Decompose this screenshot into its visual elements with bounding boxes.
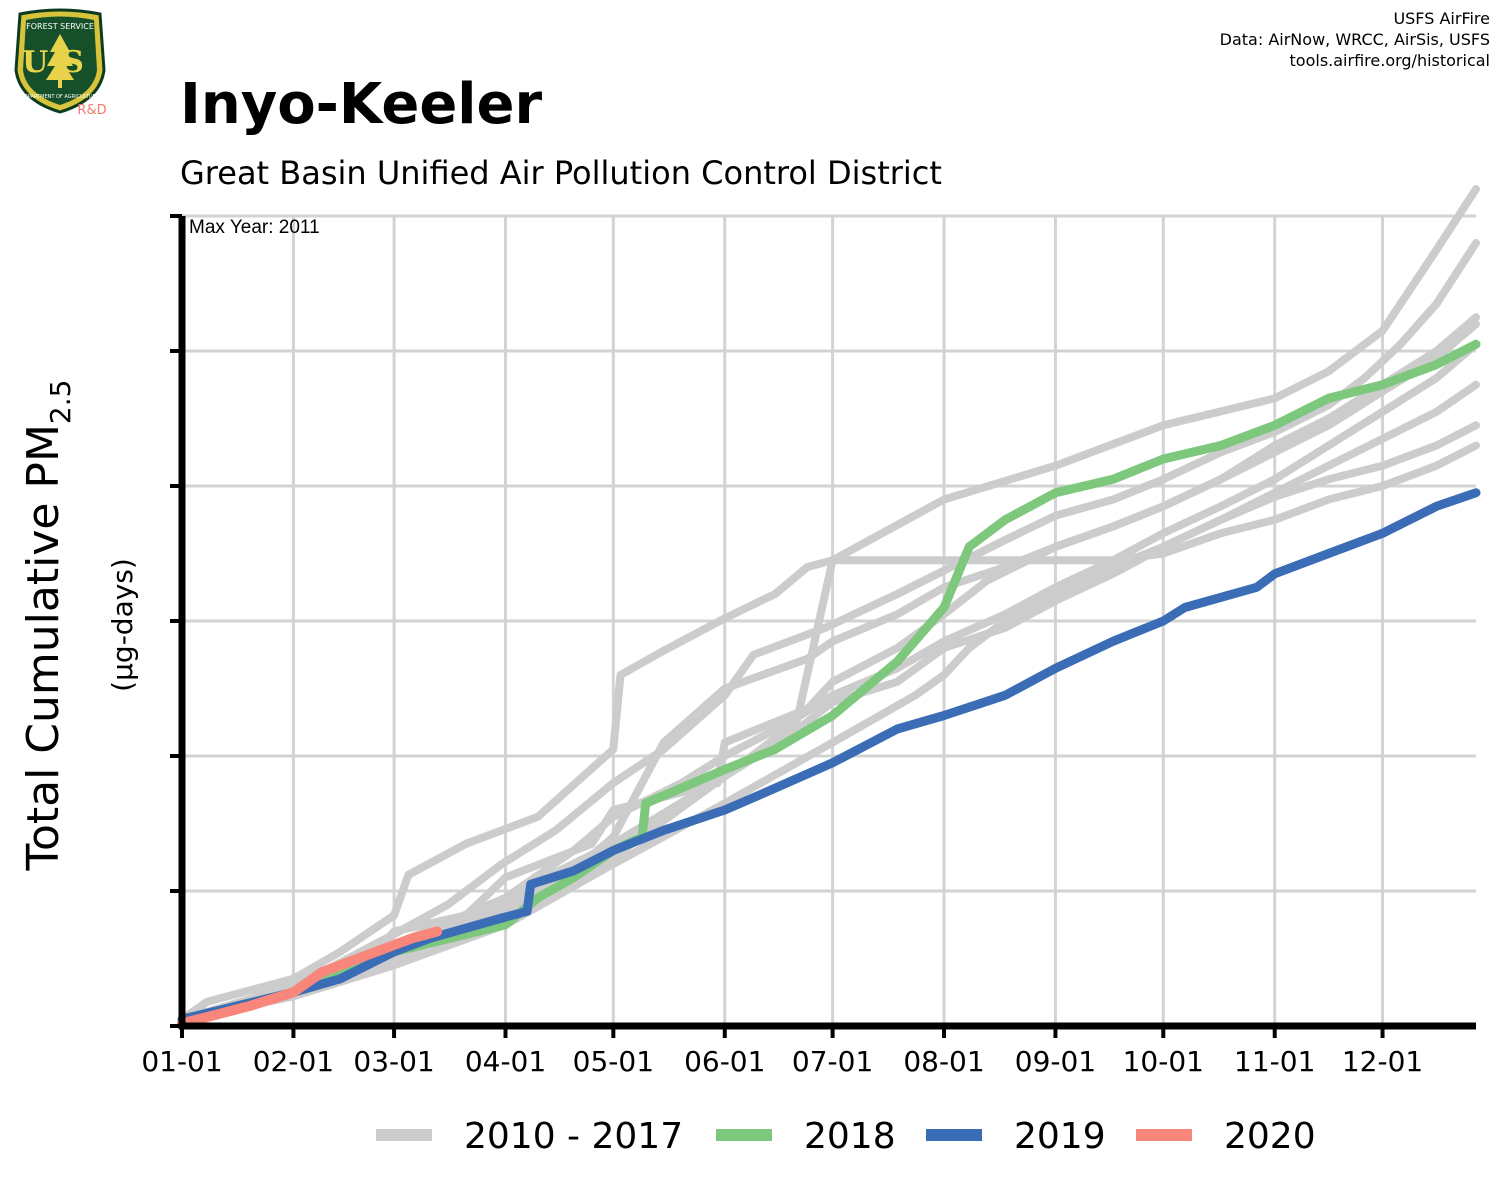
x-tick-label: 04-01 bbox=[465, 1045, 546, 1078]
credit-line: USFS AirFire bbox=[1393, 9, 1490, 28]
axes bbox=[170, 214, 1476, 1038]
grid bbox=[182, 214, 1476, 1028]
chart-title: Inyo-Keeler bbox=[180, 72, 543, 137]
x-tick-label: 09-01 bbox=[1015, 1045, 1096, 1078]
x-tick-label: 11-01 bbox=[1234, 1045, 1315, 1078]
logo-bottom-text: DEPARTMENT OF AGRICULTURE bbox=[21, 94, 99, 100]
series-line-2010-2017 bbox=[178, 380, 1480, 1024]
logo-top-text: FOREST SERVICE bbox=[26, 22, 94, 31]
series-layer bbox=[177, 185, 1481, 1029]
y-axis-unit: (µg-days) bbox=[106, 558, 139, 692]
x-tick-label: 03-01 bbox=[353, 1045, 434, 1078]
x-tick-label: 01-01 bbox=[141, 1045, 222, 1078]
tree-icon bbox=[46, 34, 74, 88]
x-tick-label: 10-01 bbox=[1123, 1045, 1204, 1078]
x-tick-label: 06-01 bbox=[684, 1045, 765, 1078]
logo-badge: R&D bbox=[77, 103, 106, 118]
chart-subtitle: Great Basin Unified Air Pollution Contro… bbox=[180, 154, 942, 192]
series-line-2019 bbox=[177, 488, 1481, 1024]
x-tick-label: 07-01 bbox=[792, 1045, 873, 1078]
x-tick-label: 02-01 bbox=[253, 1045, 334, 1078]
series-line-2010-2017 bbox=[178, 320, 1480, 1024]
legend-label: 2020 bbox=[1224, 1116, 1316, 1157]
x-tick-label: 08-01 bbox=[903, 1045, 984, 1078]
x-tick-labels: 01-01 02-01 03-01 04-01 05-01 06-01 07-01 08-01… bbox=[141, 1045, 1423, 1078]
y-axis-title: Total Cumulative PM2.5 bbox=[18, 380, 77, 872]
series-line-2010-2017 bbox=[178, 340, 1480, 1024]
y-axis-label: Total Cumulative PM2.5 bbox=[18, 380, 77, 872]
x-tick-label: 12-01 bbox=[1342, 1045, 1423, 1078]
max-year-annotation: Max Year: 2011 bbox=[189, 217, 320, 238]
y-axis-label-text: Total Cumulative PM bbox=[18, 424, 69, 871]
y-axis-label-subscript: 2.5 bbox=[44, 380, 77, 425]
series-line-2010-2017 bbox=[178, 239, 1480, 1024]
legend-label: 2010 - 2017 bbox=[464, 1116, 683, 1157]
legend-label: 2019 bbox=[1014, 1116, 1106, 1157]
x-tick-label: 05-01 bbox=[573, 1045, 654, 1078]
series-line-2010-2017 bbox=[178, 185, 1480, 1024]
series-line-2018 bbox=[177, 339, 1481, 1024]
usfs-logo: FOREST SERVICE US DEPARTMENT OF AGRICULT… bbox=[14, 8, 107, 118]
series-line-2020 bbox=[177, 926, 443, 1029]
series-line-2010-2017 bbox=[178, 313, 1480, 1024]
series-line-2010-2017 bbox=[178, 441, 1480, 1024]
legend: 2010 - 2017 2018 2019 2020 bbox=[376, 1116, 1316, 1157]
credit-line: Data: AirNow, WRCC, AirSis, USFS bbox=[1219, 30, 1490, 49]
legend-label: 2018 bbox=[804, 1116, 896, 1157]
credit-line: tools.airfire.org/historical bbox=[1289, 51, 1490, 70]
credits: USFS AirFire Data: AirNow, WRCC, AirSis,… bbox=[1220, 8, 1490, 71]
